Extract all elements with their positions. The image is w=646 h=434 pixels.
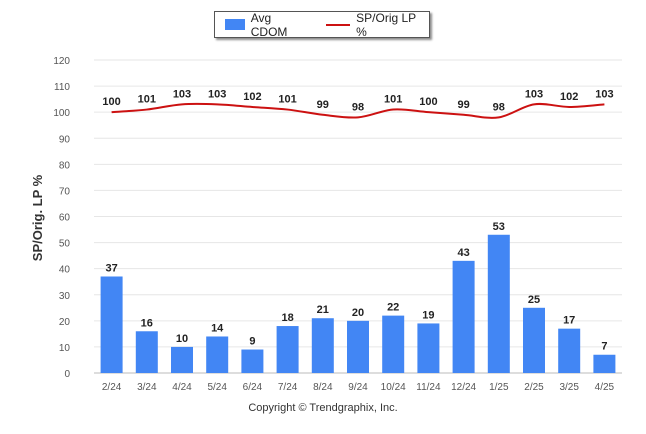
bar bbox=[347, 320, 369, 373]
bar-value-label: 37 bbox=[105, 262, 117, 274]
line-value-label: 99 bbox=[317, 99, 329, 111]
y-tick-label: 0 bbox=[64, 369, 70, 380]
bar-value-label: 22 bbox=[387, 302, 399, 314]
bar-value-label: 10 bbox=[176, 333, 188, 345]
line-value-label: 100 bbox=[102, 96, 120, 108]
x-tick-label: 11/24 bbox=[416, 382, 441, 393]
y-tick-label: 60 bbox=[59, 213, 71, 224]
bar-value-label: 53 bbox=[493, 221, 505, 233]
legend-line-swatch bbox=[326, 23, 351, 26]
bar bbox=[558, 328, 581, 373]
legend-label-line: SP/Orig LP % bbox=[356, 10, 416, 39]
line-data-labels: 100 101 103 103 102 101 99 98 101 100 99 98 103 102 10… bbox=[102, 88, 613, 113]
line-path bbox=[111, 102, 605, 119]
bar bbox=[382, 315, 405, 373]
line-value-label: 101 bbox=[278, 94, 296, 106]
bar bbox=[206, 336, 229, 373]
line-value-label: 103 bbox=[173, 88, 191, 100]
line-value-label: 98 bbox=[493, 101, 505, 113]
bar-value-label: 9 bbox=[249, 336, 255, 348]
copyright-text: Copyright © Trendgraphix, Inc. bbox=[248, 402, 398, 414]
legend: Avg CDOM SP/Orig LP % bbox=[214, 11, 430, 39]
bar bbox=[452, 260, 475, 373]
line-value-label: 100 bbox=[419, 96, 437, 108]
line-value-label: 103 bbox=[208, 88, 226, 100]
y-axis-label: SP/Orig. LP % bbox=[30, 174, 45, 261]
y-tick-label: 70 bbox=[59, 186, 71, 197]
bar bbox=[100, 276, 123, 373]
x-tick-label: 4/24 bbox=[172, 382, 192, 393]
x-tick-label: 1/25 bbox=[489, 382, 509, 393]
line-series bbox=[111, 102, 605, 119]
line-value-label: 103 bbox=[595, 88, 613, 100]
y-tick-label: 50 bbox=[59, 239, 71, 250]
x-tick-label: 3/25 bbox=[559, 382, 579, 393]
legend-item-line: SP/Orig LP % bbox=[310, 11, 429, 39]
x-tick-label: 6/24 bbox=[243, 382, 263, 393]
y-tick-label: 90 bbox=[59, 134, 71, 145]
bar bbox=[487, 234, 510, 373]
bar bbox=[241, 349, 264, 373]
line-value-label: 103 bbox=[525, 88, 543, 100]
line-value-label: 98 bbox=[352, 101, 364, 113]
bar-value-label: 21 bbox=[317, 304, 329, 316]
bar-value-label: 18 bbox=[281, 312, 293, 324]
bar-value-label: 14 bbox=[211, 322, 224, 334]
bar-data-labels: 37 16 10 14 9 18 21 20 22 19 43 53 25 17 7 bbox=[105, 221, 607, 353]
y-tick-label: 110 bbox=[54, 82, 70, 93]
x-tick-label: 2/24 bbox=[102, 382, 122, 393]
y-tick-label: 30 bbox=[59, 291, 71, 302]
x-tick-label: 4/25 bbox=[595, 382, 615, 393]
bar-value-label: 16 bbox=[141, 317, 153, 329]
legend-item-bar: Avg CDOM bbox=[215, 11, 310, 39]
x-tick-label: 5/24 bbox=[207, 382, 227, 393]
y-tick-label: 40 bbox=[59, 265, 71, 276]
bar bbox=[417, 323, 440, 373]
y-tick-label: 10 bbox=[59, 343, 71, 354]
x-tick-label: 7/24 bbox=[278, 382, 298, 393]
y-tick-label: 20 bbox=[59, 317, 71, 328]
y-tick-label: 80 bbox=[59, 160, 71, 171]
legend-label-bar: Avg CDOM bbox=[250, 10, 288, 39]
bar bbox=[593, 354, 616, 373]
bar-value-label: 19 bbox=[422, 309, 434, 321]
bar-value-label: 7 bbox=[601, 341, 607, 353]
y-tick-label: 100 bbox=[53, 108, 70, 119]
bar-value-label: 25 bbox=[528, 294, 540, 306]
line-value-label: 101 bbox=[138, 94, 156, 106]
bar-value-label: 20 bbox=[352, 307, 364, 319]
line-value-label: 102 bbox=[560, 91, 578, 103]
x-tick-label: 2/25 bbox=[524, 382, 544, 393]
bar-value-label: 17 bbox=[563, 315, 575, 327]
gridlines bbox=[94, 59, 622, 374]
x-tick-label: 8/24 bbox=[313, 382, 333, 393]
line-value-label: 102 bbox=[243, 91, 261, 103]
x-tick-label: 9/24 bbox=[348, 382, 368, 393]
bar bbox=[523, 307, 545, 373]
line-value-label: 101 bbox=[384, 94, 402, 106]
legend-bar-swatch bbox=[225, 19, 245, 30]
bar bbox=[135, 331, 158, 373]
bar-value-label: 43 bbox=[457, 247, 469, 259]
x-tick-label: 3/24 bbox=[137, 382, 157, 393]
x-axis-ticks: 2/24 3/24 4/24 5/24 6/24 7/24 8/24 9/24 10/24 11/… bbox=[102, 382, 615, 393]
x-tick-label: 10/24 bbox=[381, 382, 406, 393]
x-tick-label: 12/24 bbox=[451, 382, 476, 393]
bar bbox=[171, 346, 193, 373]
bar bbox=[311, 318, 334, 373]
y-axis-ticks: 0 10 20 30 40 50 60 70 80 90 100 110 120 bbox=[53, 56, 70, 380]
y-tick-label: 120 bbox=[53, 56, 70, 67]
bar bbox=[276, 326, 299, 373]
bar-series bbox=[100, 234, 616, 373]
line-value-label: 99 bbox=[457, 99, 469, 111]
